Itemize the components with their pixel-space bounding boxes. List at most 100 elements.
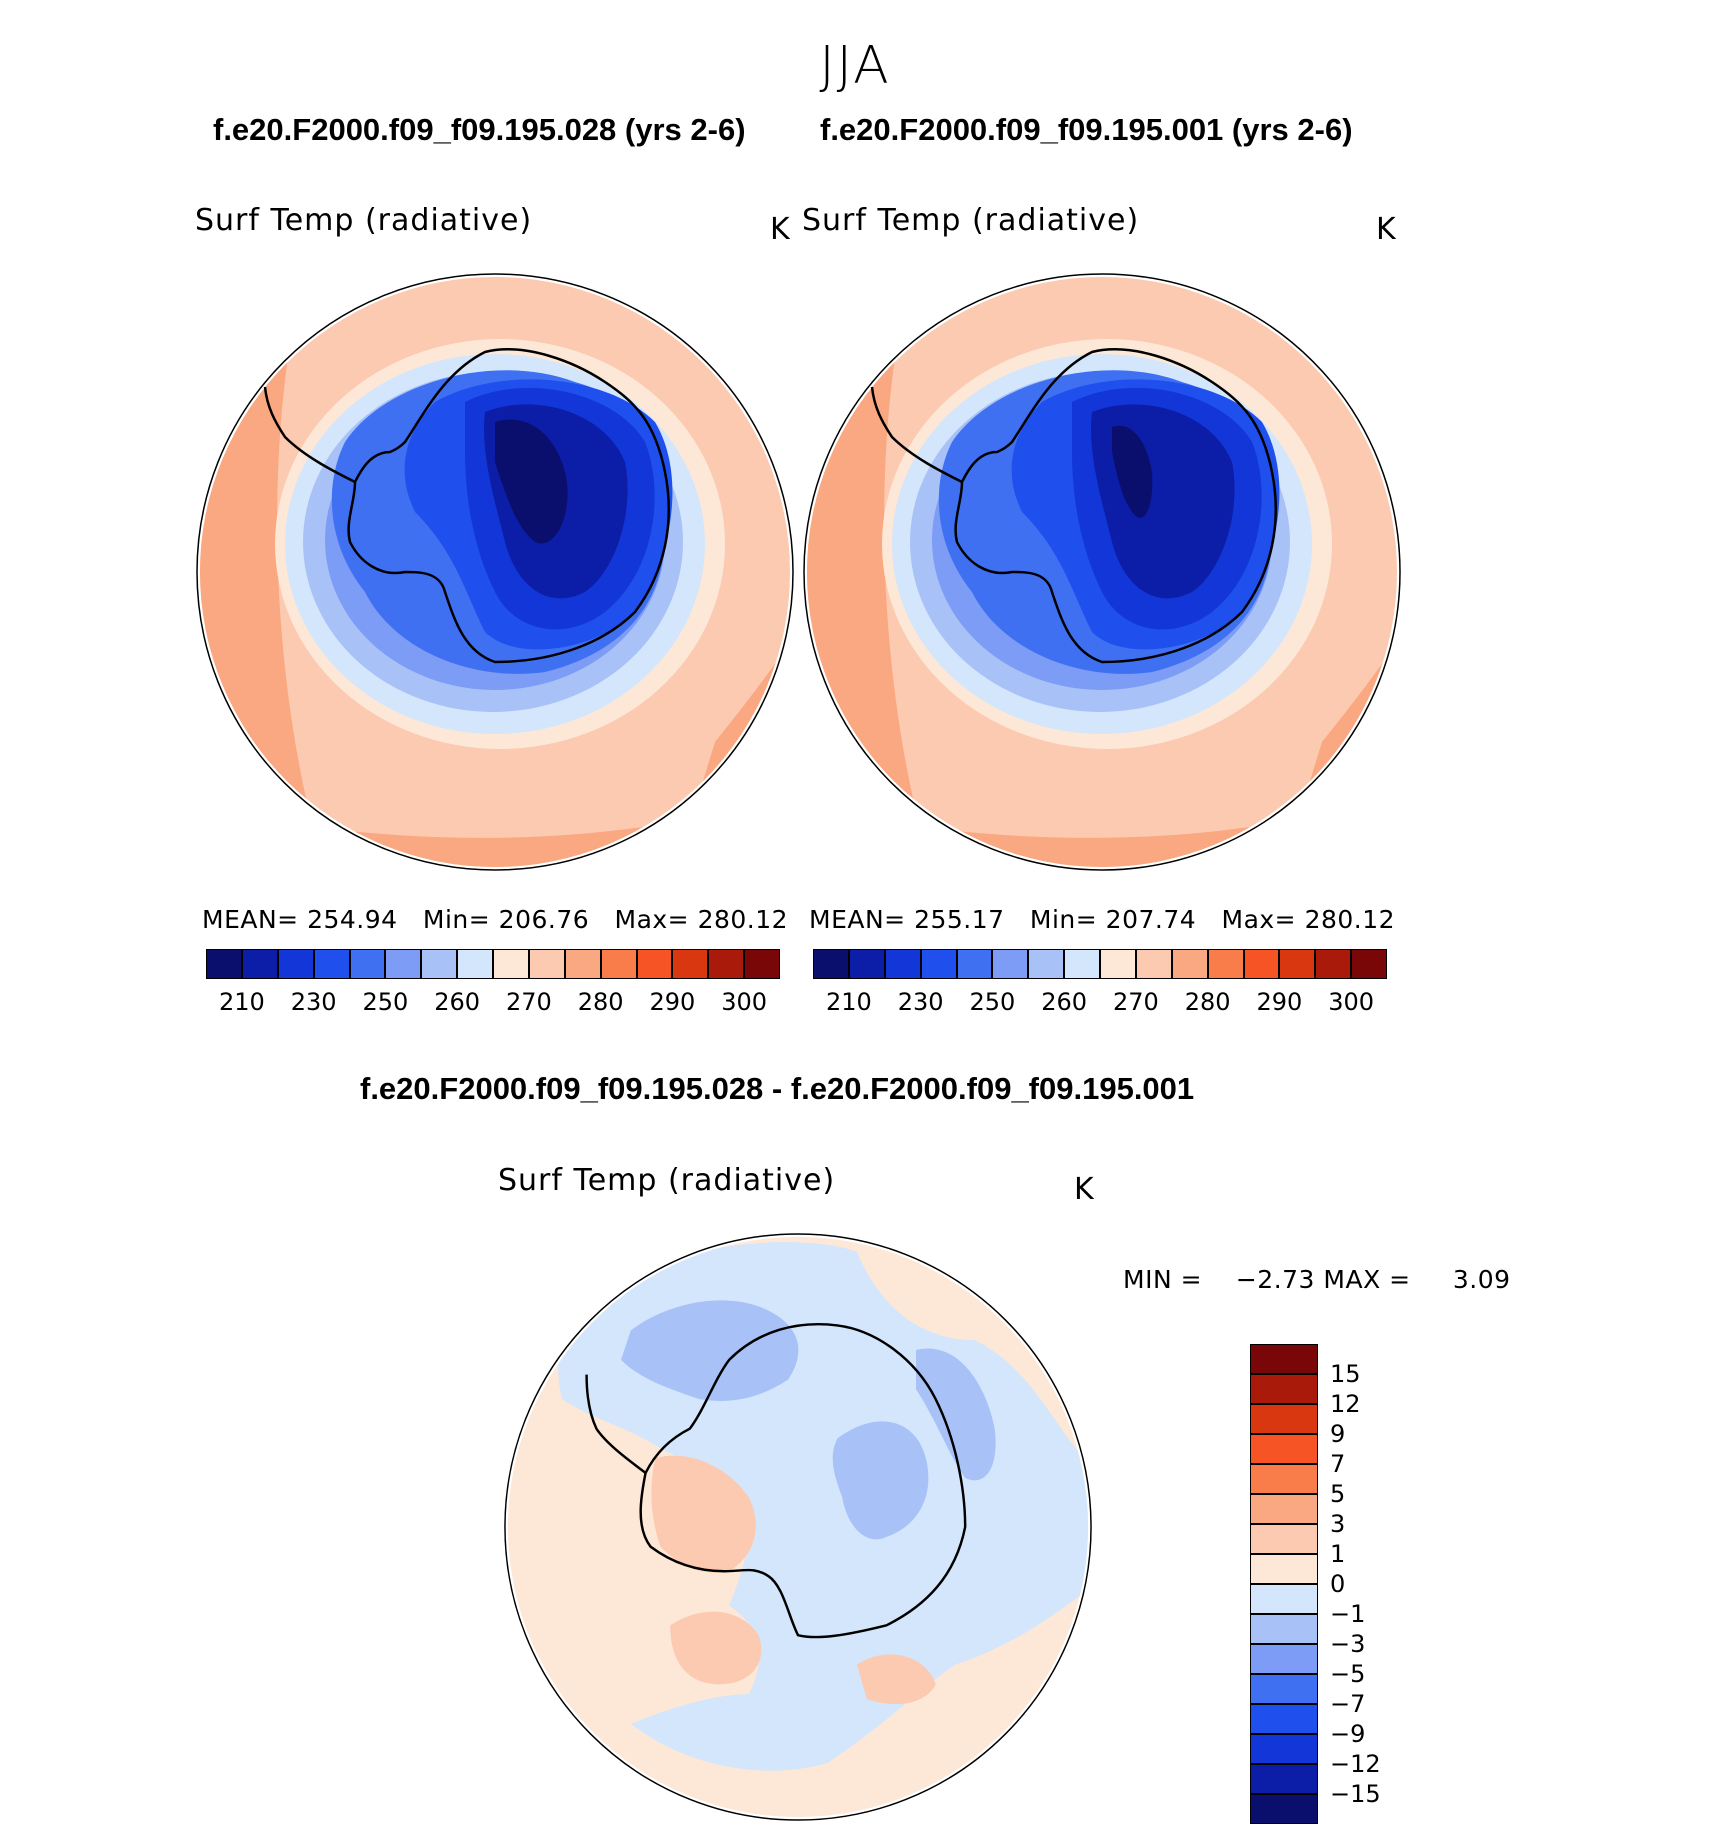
case2-title: f.e20.F2000.f09_f09.195.001 (yrs 2-6) — [820, 112, 1353, 147]
colorbar-swatch — [277, 949, 314, 979]
antarctica-coastline — [639, 1322, 967, 1639]
colorbar-swatch — [884, 949, 921, 979]
colorbar-tick-label: 12 — [1330, 1390, 1361, 1418]
colorbar-swatch — [457, 949, 493, 979]
colorbar-swatch — [1243, 949, 1280, 979]
colorbar-swatch — [313, 949, 350, 979]
panel3-units-label: K — [1074, 1172, 1095, 1207]
colorbar-swatch — [528, 949, 565, 979]
colorbar-tick-label: −5 — [1330, 1660, 1366, 1688]
colorbar-tick-label: 300 — [1328, 988, 1375, 1016]
panel2-map — [803, 273, 1401, 871]
colorbar-swatch — [1064, 949, 1100, 979]
colorbar-swatch — [1135, 949, 1172, 979]
colorbar-swatch — [708, 949, 745, 979]
colorbar-tick-label: 230 — [897, 988, 944, 1016]
panel2-min-value: 207.74 — [1105, 905, 1197, 934]
antarctica-coastline — [347, 348, 670, 664]
panel1-min-label: Min= — [422, 905, 491, 934]
colorbar-swatch — [1250, 1734, 1318, 1764]
diff-min-label: MIN = — [1123, 1265, 1203, 1294]
colorbar-swatch — [241, 949, 278, 979]
panel2-min-label: Min= — [1029, 905, 1098, 934]
colorbar-swatch — [813, 949, 849, 979]
colorbar-tick-label: 1 — [1330, 1540, 1346, 1568]
panel1-max-value: 280.12 — [697, 905, 789, 934]
colorbar-swatch — [1250, 1434, 1318, 1464]
colorbar-swatch — [1250, 1464, 1318, 1494]
colorbar-tick-label: −7 — [1330, 1690, 1366, 1718]
colorbar-swatch — [1250, 1374, 1318, 1404]
colorbar-swatch — [564, 949, 601, 979]
antarctica-coastline — [954, 348, 1277, 664]
diff-colorbar-ticks: 15 12 9 7 5 3 1 0 −1 −3 −5 −7 −9 −12 −15 — [1330, 1344, 1410, 1824]
colorbar-tick-label: 250 — [969, 988, 1016, 1016]
colorbar-tick-label: 9 — [1330, 1420, 1346, 1448]
colorbar-swatch — [1250, 1764, 1318, 1794]
antarctic-peninsula — [870, 386, 963, 484]
panel2-colorbar-ticks: 210 230 250 260 270 280 290 300 — [813, 988, 1387, 1018]
colorbar-tick-label: 300 — [721, 988, 768, 1016]
colorbar-swatch — [744, 949, 780, 979]
diff-colorbar — [1250, 1344, 1318, 1824]
antarctic-peninsula — [263, 386, 356, 484]
panel1-max-label: Max= — [614, 905, 690, 934]
colorbar-swatch — [385, 949, 422, 979]
colorbar-swatch — [1250, 1494, 1318, 1524]
panel1-mean-label: MEAN= — [202, 905, 299, 934]
colorbar-swatch — [1351, 949, 1387, 979]
antarctic-peninsula — [585, 1374, 647, 1474]
colorbar-tick-label: −1 — [1330, 1600, 1366, 1628]
panel2-mean-value: 255.17 — [914, 905, 1005, 934]
colorbar-tick-label: −9 — [1330, 1720, 1366, 1748]
colorbar-swatch — [1250, 1404, 1318, 1434]
colorbar-tick-label: 230 — [290, 988, 337, 1016]
colorbar-swatch — [956, 949, 993, 979]
colorbar-tick-label: 260 — [1041, 988, 1088, 1016]
colorbar-swatch — [920, 949, 957, 979]
colorbar-swatch — [1100, 949, 1136, 979]
colorbar-tick-label: 270 — [1112, 988, 1159, 1016]
colorbar-tick-label: 15 — [1330, 1360, 1361, 1388]
panel2-max-label: Max= — [1221, 905, 1297, 934]
diff-max-value: 3.09 — [1452, 1265, 1511, 1294]
panel2-mean-label: MEAN= — [809, 905, 906, 934]
colorbar-tick-label: 0 — [1330, 1570, 1346, 1598]
panel1-mean-value: 254.94 — [307, 905, 398, 934]
panel2-units-label: K — [1376, 212, 1397, 247]
colorbar-tick-label: −15 — [1330, 1780, 1381, 1808]
diff-title: f.e20.F2000.f09_f09.195.028 - f.e20.F200… — [360, 1071, 1195, 1106]
colorbar-tick-label: 210 — [218, 988, 265, 1016]
diff-map — [504, 1233, 1092, 1821]
panel1-variable-label: Surf Temp (radiative) — [195, 203, 533, 238]
colorbar-swatch — [206, 949, 242, 979]
panel2-colorbar — [813, 949, 1387, 979]
colorbar-tick-label: 250 — [362, 988, 409, 1016]
colorbar-swatch — [493, 949, 529, 979]
colorbar-tick-label: 270 — [505, 988, 552, 1016]
colorbar-tick-label: −3 — [1330, 1630, 1366, 1658]
colorbar-swatch — [421, 949, 458, 979]
colorbar-tick-label: −12 — [1330, 1750, 1381, 1778]
colorbar-swatch — [1250, 1554, 1318, 1584]
panel1-colorbar — [206, 949, 780, 979]
season-title: JJA — [819, 36, 891, 96]
panel2-stats: MEAN= 255.17 Min= 207.74 Max= 280.12 — [809, 905, 1395, 934]
colorbar-tick-label: 210 — [825, 988, 872, 1016]
colorbar-swatch — [1207, 949, 1244, 979]
panel1-min-value: 206.76 — [498, 905, 590, 934]
colorbar-swatch — [1171, 949, 1208, 979]
colorbar-tick-label: 290 — [1256, 988, 1303, 1016]
colorbar-swatch — [848, 949, 885, 979]
colorbar-tick-label: 7 — [1330, 1450, 1346, 1478]
colorbar-swatch — [1028, 949, 1065, 979]
panel1-map — [196, 273, 794, 871]
colorbar-swatch — [1250, 1614, 1318, 1644]
colorbar-swatch — [349, 949, 386, 979]
panel1-units-label: K — [770, 212, 791, 247]
colorbar-swatch — [1279, 949, 1316, 979]
case1-title: f.e20.F2000.f09_f09.195.028 (yrs 2-6) — [213, 112, 746, 147]
colorbar-swatch — [1315, 949, 1352, 979]
colorbar-tick-label: 3 — [1330, 1510, 1346, 1538]
panel1-stats: MEAN= 254.94 Min= 206.76 Max= 280.12 — [202, 905, 788, 934]
